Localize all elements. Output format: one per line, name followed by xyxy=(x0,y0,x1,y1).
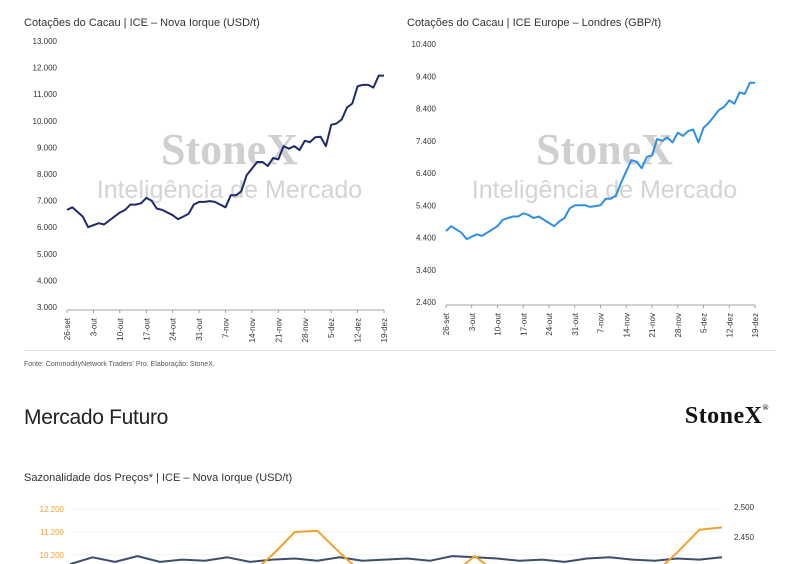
y-tick-label: 10.400 xyxy=(412,40,437,49)
y-tick-label: 7.000 xyxy=(37,197,58,206)
y-tick-label: 6.400 xyxy=(416,169,437,178)
x-tick-label: 12-dez xyxy=(725,313,734,337)
x-tick-label: 10-out xyxy=(494,312,503,335)
x-tick-label: 14-nov xyxy=(248,318,257,342)
season-series-line-0 xyxy=(69,555,723,564)
x-tick-label: 24-out xyxy=(545,312,554,335)
chart-title-seasonality: Sazonalidade dos Preços* | ICE – Nova Io… xyxy=(24,472,293,484)
y-tick-label: 2.400 xyxy=(416,298,437,307)
watermark-logo-london: StoneX xyxy=(536,125,673,174)
x-tick-label: 28-nov xyxy=(674,313,683,337)
divider xyxy=(24,350,776,351)
y-tick-label: 8.400 xyxy=(416,105,437,114)
y-tick-label: 11.000 xyxy=(33,90,57,99)
x-tick-label: 26-set xyxy=(442,312,451,335)
watermark-logo-ny: StoneX xyxy=(161,125,298,174)
series-line-ny xyxy=(66,74,384,229)
x-tick-label: 19-dez xyxy=(380,318,389,342)
chart-title-london: Cotações do Cacau | ICE Europe – Londres… xyxy=(407,17,662,29)
chart-title-ny: Cotações do Cacau | ICE – Nova Iorque (U… xyxy=(24,17,260,29)
series-line-london xyxy=(445,81,755,241)
x-tick-label: 7-nov xyxy=(222,318,231,338)
x-tick-label: 21-nov xyxy=(274,318,283,342)
y-tick-label-left: 12.200 xyxy=(40,505,65,514)
y-tick-label: 3.400 xyxy=(416,266,437,275)
x-tick-label: 12-dez xyxy=(354,318,363,342)
x-tick-label: 3-out xyxy=(89,317,98,336)
y-tick-label: 12.000 xyxy=(33,64,58,73)
y-tick-label-left: 10.200 xyxy=(40,551,65,560)
y-tick-label-right: 2.450 xyxy=(734,533,755,542)
y-tick-label: 9.400 xyxy=(416,72,437,81)
x-tick-label: 19-dez xyxy=(751,313,760,337)
y-tick-label: 4.400 xyxy=(416,234,437,243)
y-tick-label: 6.000 xyxy=(37,223,58,232)
y-tick-label: 3.000 xyxy=(37,303,58,312)
y-tick-label: 5.400 xyxy=(416,201,437,210)
y-tick-label: 7.400 xyxy=(416,137,437,146)
x-tick-label: 5-dez xyxy=(327,318,336,338)
y-tick-label: 4.000 xyxy=(37,276,58,285)
chart-seasonality: 12.200 11.200 10.200 2.500 2.450 xyxy=(40,503,755,564)
source-note: Fonte: CommodityNetwork Traders' Pro. El… xyxy=(24,361,215,368)
x-tick-label: 5-dez xyxy=(700,313,709,333)
y-tick-label: 5.000 xyxy=(37,250,58,259)
x-tick-label: 7-nov xyxy=(597,313,606,333)
x-tick-label: 31-out xyxy=(195,317,204,340)
section-title: Mercado Futuro xyxy=(24,406,169,429)
x-tick-label: 31-out xyxy=(571,312,580,335)
x-tick-label: 17-out xyxy=(142,317,151,340)
x-tick-label: 24-out xyxy=(169,317,178,340)
x-tick-label: 10-out xyxy=(116,317,125,340)
x-tick-label: 3-out xyxy=(468,312,477,331)
x-tick-label: 17-out xyxy=(519,312,528,335)
y-tick-label-right: 2.500 xyxy=(734,503,755,512)
y-tick-label: 9.000 xyxy=(37,143,58,152)
y-tick-label: 13.000 xyxy=(33,37,58,46)
x-tick-label: 21-nov xyxy=(648,313,657,337)
y-tick-label: 10.000 xyxy=(33,117,58,126)
x-tick-label: 26-set xyxy=(63,317,72,340)
x-tick-label: 28-nov xyxy=(301,318,310,342)
y-tick-label: 8.000 xyxy=(37,170,58,179)
x-tick-label: 14-nov xyxy=(622,313,631,337)
stonex-logo: StoneX® xyxy=(684,403,769,429)
y-tick-label-left: 11.200 xyxy=(40,528,64,537)
